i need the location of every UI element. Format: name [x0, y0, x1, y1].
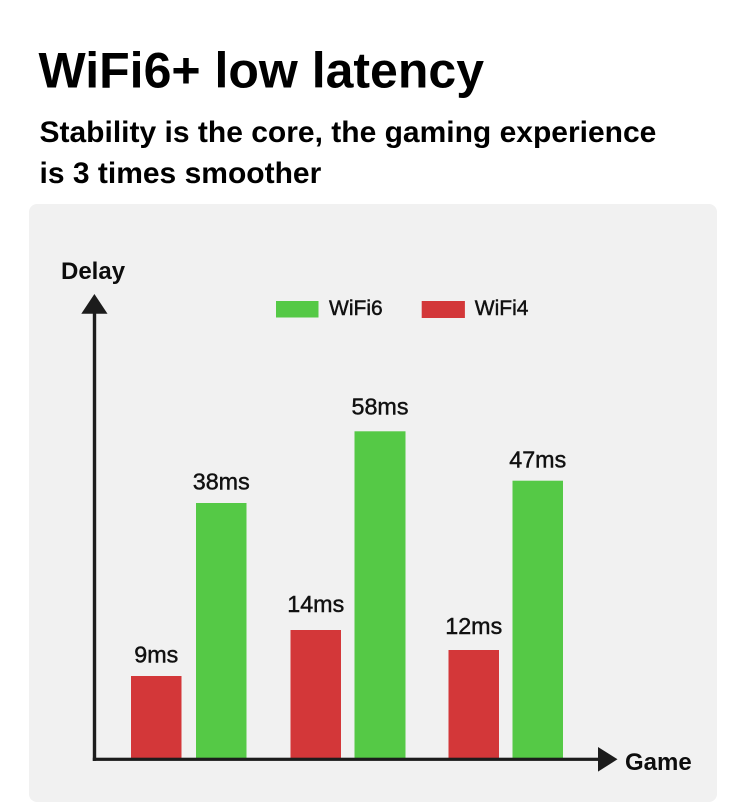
svg-text:12ms: 12ms — [445, 613, 502, 639]
svg-text:Game: Game — [625, 749, 692, 776]
svg-text:58ms: 58ms — [352, 394, 409, 420]
svg-text:Stability is the core, the gam: Stability is the core, the gaming experi… — [40, 116, 657, 149]
svg-text:WiFi6: WiFi6 — [329, 297, 383, 320]
svg-text:47ms: 47ms — [509, 446, 566, 472]
svg-text:WiFi6+ low latency: WiFi6+ low latency — [39, 43, 485, 99]
svg-text:WiFi4: WiFi4 — [475, 297, 529, 320]
svg-text:9ms: 9ms — [134, 641, 178, 667]
svg-text:14ms: 14ms — [287, 591, 344, 617]
svg-text:38ms: 38ms — [193, 469, 250, 495]
svg-text:Delay: Delay — [61, 258, 126, 285]
svg-text:is 3 times smoother: is 3 times smoother — [40, 157, 322, 190]
